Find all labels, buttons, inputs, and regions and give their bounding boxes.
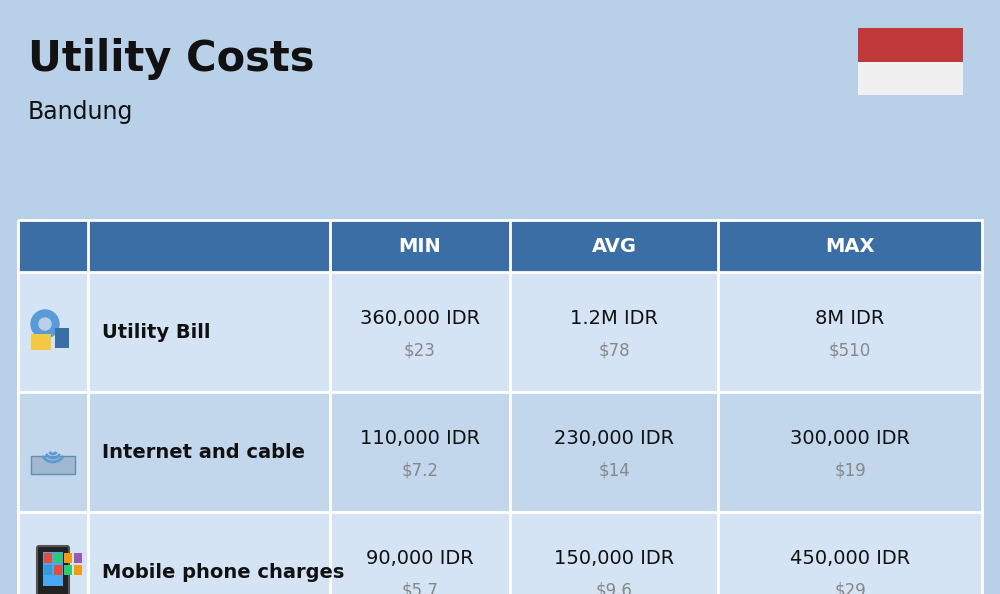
Text: 90,000 IDR: 90,000 IDR <box>366 548 474 567</box>
Bar <box>18 512 982 594</box>
Text: 150,000 IDR: 150,000 IDR <box>554 548 674 567</box>
Text: 450,000 IDR: 450,000 IDR <box>790 548 910 567</box>
Bar <box>18 220 982 272</box>
Bar <box>18 220 982 594</box>
Bar <box>44 553 52 563</box>
Bar <box>64 553 72 563</box>
Text: $78: $78 <box>598 341 630 359</box>
Text: $510: $510 <box>829 341 871 359</box>
Bar <box>55 328 69 348</box>
Text: Utility Bill: Utility Bill <box>102 323 210 342</box>
Text: $19: $19 <box>834 461 866 479</box>
Text: $5.7: $5.7 <box>402 581 438 594</box>
Text: AVG: AVG <box>592 236 637 255</box>
Bar <box>858 62 963 95</box>
Bar <box>31 334 51 350</box>
FancyBboxPatch shape <box>37 546 69 594</box>
Bar <box>74 553 82 563</box>
Text: 360,000 IDR: 360,000 IDR <box>360 308 480 327</box>
Text: $14: $14 <box>598 461 630 479</box>
Text: MAX: MAX <box>825 236 875 255</box>
Text: 110,000 IDR: 110,000 IDR <box>360 428 480 447</box>
Text: Utility Costs: Utility Costs <box>28 38 314 80</box>
Text: 300,000 IDR: 300,000 IDR <box>790 428 910 447</box>
Text: $23: $23 <box>404 341 436 359</box>
Bar <box>858 28 963 62</box>
Bar <box>43 552 63 586</box>
Text: $29: $29 <box>834 581 866 594</box>
Bar <box>31 456 75 474</box>
Text: $9.6: $9.6 <box>596 581 632 594</box>
Bar <box>44 565 52 575</box>
Text: Mobile phone charges: Mobile phone charges <box>102 563 344 582</box>
Circle shape <box>39 318 51 330</box>
Text: 1.2M IDR: 1.2M IDR <box>570 308 658 327</box>
Text: 230,000 IDR: 230,000 IDR <box>554 428 674 447</box>
Bar <box>18 272 982 392</box>
Bar <box>18 392 982 512</box>
Circle shape <box>31 310 59 338</box>
Bar <box>54 553 62 563</box>
Text: MIN: MIN <box>399 236 441 255</box>
Text: Bandung: Bandung <box>28 100 133 124</box>
Bar <box>64 565 72 575</box>
Text: $7.2: $7.2 <box>402 461 438 479</box>
Text: 8M IDR: 8M IDR <box>815 308 885 327</box>
Bar <box>74 565 82 575</box>
Text: Internet and cable: Internet and cable <box>102 443 305 462</box>
Bar <box>54 565 62 575</box>
